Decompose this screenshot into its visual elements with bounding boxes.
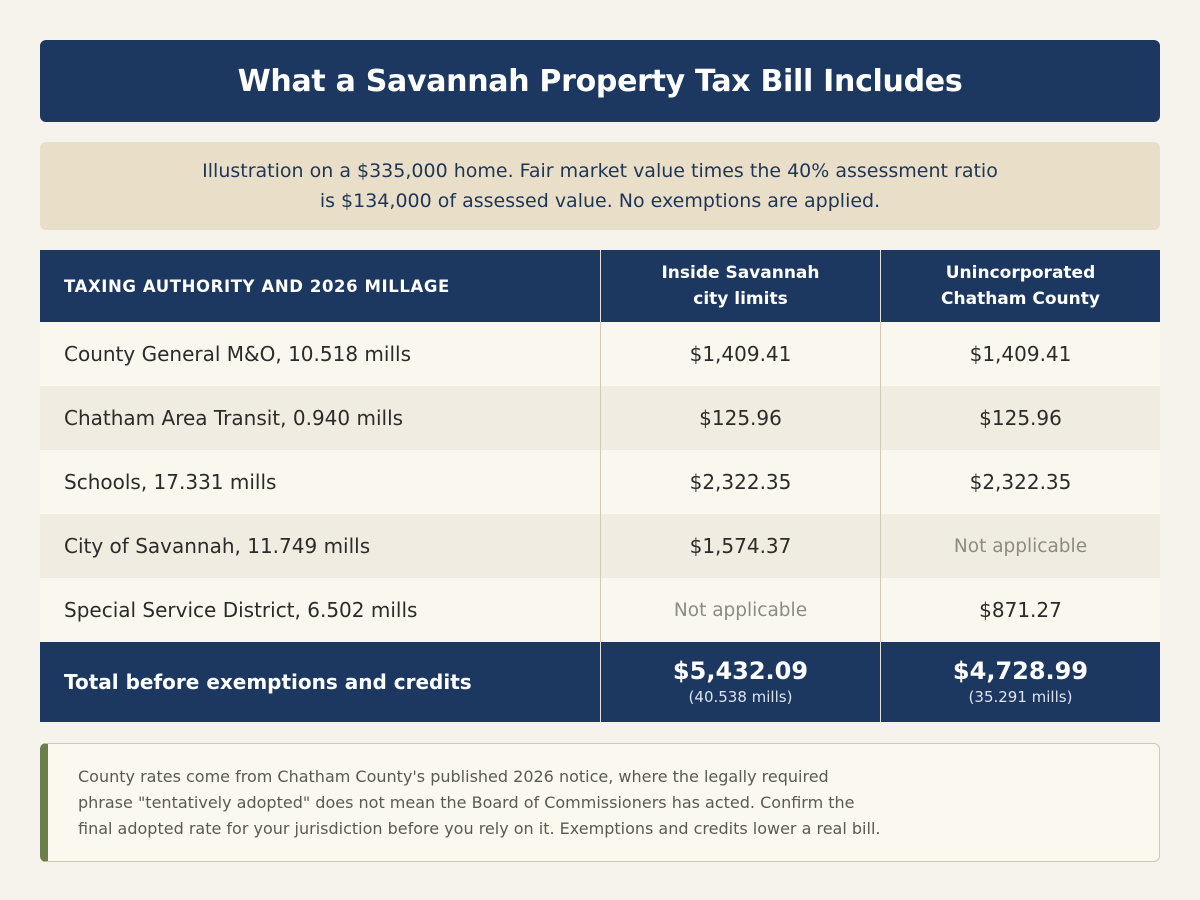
page-title: What a Savannah Property Tax Bill Includ…: [237, 63, 963, 99]
intro-box: Illustration on a $335,000 home. Fair ma…: [40, 142, 1160, 230]
row-authority: Chatham Area Transit, 0.940 mills: [64, 406, 404, 430]
row-unincorporated-amount: $1,409.41: [880, 322, 1160, 386]
row-authority: Special Service District, 6.502 mills: [64, 598, 418, 622]
total-unincorporated: $4,728.99 (35.291 mills): [880, 642, 1160, 722]
table-row: Chatham Area Transit, 0.940 mills $125.9…: [40, 386, 1160, 450]
note-line-3: final adopted rate for your jurisdiction…: [78, 819, 881, 838]
total-inside: $5,432.09 (40.538 mills): [600, 642, 880, 722]
row-inside-not-applicable: Not applicable: [600, 578, 880, 642]
row-inside-amount: $2,322.35: [600, 450, 880, 514]
table-row: City of Savannah, 11.749 mills $1,574.37…: [40, 514, 1160, 578]
header-inside-line-1: Inside Savannah: [661, 263, 820, 283]
intro-line-2: is $134,000 of assessed value. No exempt…: [319, 190, 881, 212]
row-inside-amount: $125.96: [600, 386, 880, 450]
row-inside-amount: $1,409.41: [600, 322, 880, 386]
table-total-row: Total before exemptions and credits $5,4…: [40, 642, 1160, 722]
total-label: Total before exemptions and credits: [64, 670, 472, 694]
total-unincorporated-amount: $4,728.99: [952, 657, 1089, 685]
table-header-row: TAXING AUTHORITY AND 2026 MILLAGE Inside…: [40, 250, 1160, 322]
row-inside-amount: $1,574.37: [600, 514, 880, 578]
header-inside-line-2: city limits: [693, 289, 788, 309]
intro-line-1: Illustration on a $335,000 home. Fair ma…: [202, 160, 998, 182]
header-unincorporated: Unincorporated Chatham County: [880, 250, 1160, 322]
row-unincorporated-not-applicable: Not applicable: [880, 514, 1160, 578]
row-unincorporated-amount: $871.27: [880, 578, 1160, 642]
table-row: County General M&O, 10.518 mills $1,409.…: [40, 322, 1160, 386]
note-line-1: County rates come from Chatham County's …: [78, 767, 829, 786]
table-row: Schools, 17.331 mills $2,322.35 $2,322.3…: [40, 450, 1160, 514]
header-unincorporated-line-1: Unincorporated: [945, 263, 1096, 283]
note-line-2: phrase "tentatively adopted" does not me…: [78, 793, 855, 812]
row-unincorporated-amount: $2,322.35: [880, 450, 1160, 514]
header-authority: TAXING AUTHORITY AND 2026 MILLAGE: [64, 276, 450, 296]
total-inside-amount: $5,432.09: [672, 657, 809, 685]
tax-table: TAXING AUTHORITY AND 2026 MILLAGE Inside…: [40, 250, 1160, 722]
disclaimer-note: County rates come from Chatham County's …: [40, 743, 1160, 862]
header-inside-savannah: Inside Savannah city limits: [600, 250, 880, 322]
header-unincorporated-line-2: Chatham County: [941, 289, 1100, 309]
row-authority: City of Savannah, 11.749 mills: [64, 534, 371, 558]
row-authority: County General M&O, 10.518 mills: [64, 342, 411, 366]
total-unincorporated-mills: (35.291 mills): [968, 688, 1073, 706]
table-row: Special Service District, 6.502 mills No…: [40, 578, 1160, 642]
total-inside-mills: (40.538 mills): [688, 688, 793, 706]
title-banner: What a Savannah Property Tax Bill Includ…: [40, 40, 1160, 122]
row-unincorporated-amount: $125.96: [880, 386, 1160, 450]
row-authority: Schools, 17.331 mills: [64, 470, 277, 494]
